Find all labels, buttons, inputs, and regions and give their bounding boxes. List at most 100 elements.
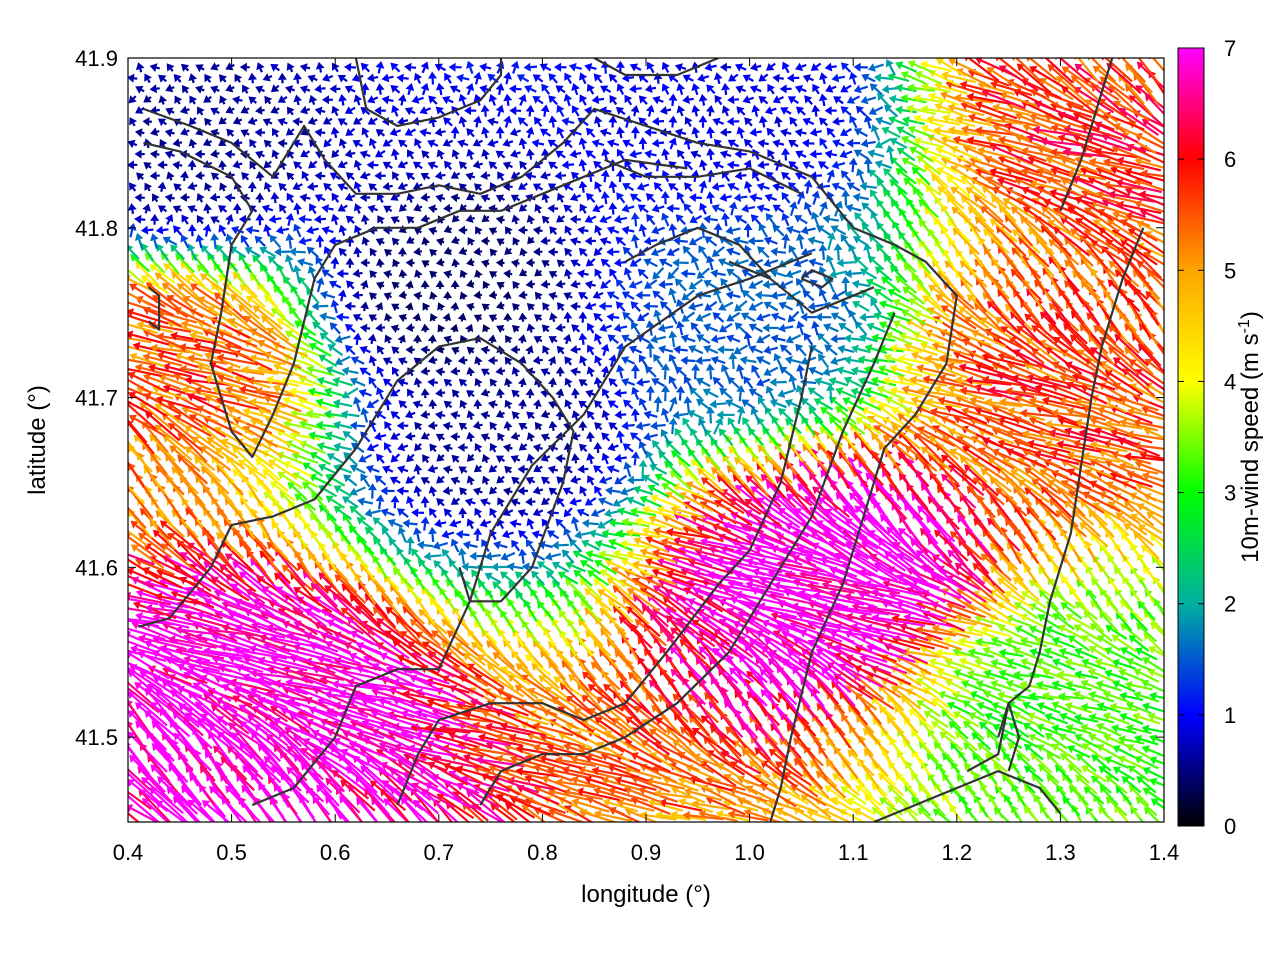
wind-arrow — [1119, 712, 1144, 725]
wind-arrow — [607, 787, 649, 802]
wind-arrow — [705, 776, 746, 792]
wind-arrow — [485, 741, 531, 762]
wind-arrow — [331, 679, 384, 691]
wind-arrow — [1088, 713, 1115, 724]
wind-arrow — [603, 684, 639, 712]
wind-arrow — [591, 766, 635, 779]
wind-arrow — [1061, 773, 1082, 796]
wind-arrow — [1112, 745, 1136, 759]
wind-arrow — [1141, 745, 1164, 758]
x-tick-label: 0.9 — [631, 840, 662, 865]
wind-arrow — [1022, 701, 1046, 715]
wind-arrow — [775, 761, 812, 787]
wind-arrow — [551, 696, 585, 721]
wind-arrow — [1044, 713, 1069, 725]
wind-arrow — [942, 752, 961, 774]
colorbar — [1177, 47, 1205, 827]
wind-arrow — [1073, 713, 1099, 723]
wind-arrow — [1112, 766, 1136, 781]
colorbar-tick-label: 2 — [1224, 592, 1236, 617]
wind-arrow — [324, 690, 376, 703]
wind-arrow — [1059, 712, 1084, 726]
wind-arrow — [653, 789, 693, 799]
wind-arrow — [983, 669, 1009, 681]
colorbar-label: 10m-wind speed (m s-1) — [1236, 311, 1264, 563]
wind-arrow — [1036, 702, 1061, 714]
wind-arrow — [532, 722, 574, 737]
wind-arrow — [790, 784, 827, 807]
wind-arrow — [649, 752, 682, 774]
wind-arrow — [185, 712, 231, 749]
x-tick-label: 1.4 — [1149, 840, 1180, 865]
wind-arrow — [998, 669, 1024, 681]
wind-arrow — [1105, 775, 1128, 795]
wind-arrow — [1065, 680, 1092, 691]
wind-arrow — [1117, 735, 1145, 745]
wind-arrow — [1091, 754, 1112, 772]
wind-arrow — [1149, 777, 1164, 787]
wind-arrow — [546, 743, 590, 759]
y-tick-label: 41.8 — [75, 216, 118, 241]
wind-arrow — [939, 731, 963, 751]
wind-arrow — [448, 770, 493, 799]
wind-arrow — [670, 786, 706, 804]
wind-arrow — [1095, 680, 1122, 692]
x-tick-label: 0.8 — [527, 840, 558, 865]
wind-arrow — [1098, 766, 1120, 782]
wind-arrow — [1041, 691, 1071, 701]
wind-arrow — [247, 695, 289, 723]
wind-arrow — [1134, 755, 1159, 770]
wind-arrow — [128, 790, 153, 810]
wind-arrow — [821, 808, 852, 822]
wind-arrow — [1060, 753, 1083, 774]
wind-arrow — [485, 722, 531, 736]
wind-arrow — [249, 669, 301, 680]
wind-arrow — [967, 669, 996, 680]
wind-arrow — [968, 712, 995, 726]
wind-arrow — [623, 786, 663, 804]
wind-arrow — [1113, 805, 1130, 822]
wind-arrow — [1096, 702, 1121, 714]
wind-arrow — [916, 700, 941, 718]
wind-arrow — [1012, 711, 1040, 727]
wind-arrow — [295, 668, 345, 681]
wind-arrow — [1132, 712, 1161, 725]
wind-arrow — [487, 786, 529, 804]
wind-arrow — [1134, 734, 1159, 746]
wind-arrow — [472, 745, 514, 757]
wind-arrow — [554, 755, 596, 767]
wind-arrow — [128, 700, 147, 729]
wind-arrow — [678, 798, 714, 814]
wind-arrow — [238, 704, 282, 735]
wind-arrow — [1064, 701, 1093, 714]
wind-arrow — [418, 752, 462, 772]
wind-arrow — [840, 786, 867, 805]
wind-arrow — [800, 794, 832, 819]
wind-arrow — [285, 678, 340, 693]
wind-arrow — [1072, 690, 1100, 704]
wind-arrow — [962, 700, 985, 717]
x-tick-label: 0.6 — [320, 840, 351, 865]
wind-arrow — [1051, 724, 1076, 735]
wind-arrow — [1065, 723, 1092, 735]
wind-arrow — [361, 719, 414, 740]
wind-arrow — [391, 722, 444, 736]
wind-arrow — [824, 785, 853, 806]
wind-arrow — [463, 710, 507, 727]
wind-arrow — [1080, 723, 1108, 736]
colorbar-tick-label: 1 — [1224, 703, 1236, 728]
x-tick-label: 1.2 — [942, 840, 973, 865]
wind-arrow — [514, 684, 547, 711]
wind-arrow — [729, 761, 767, 787]
wind-arrow — [677, 776, 714, 792]
wind-arrow — [855, 785, 882, 807]
wind-arrow — [1127, 765, 1151, 783]
wind-arrow — [1090, 775, 1112, 794]
wind-arrow — [1044, 733, 1068, 750]
x-axis-label: longitude (°) — [581, 881, 711, 908]
wind-arrow — [533, 764, 573, 782]
wind-arrow — [391, 678, 444, 693]
wind-arrow — [1125, 701, 1152, 715]
wind-arrow — [581, 694, 616, 723]
